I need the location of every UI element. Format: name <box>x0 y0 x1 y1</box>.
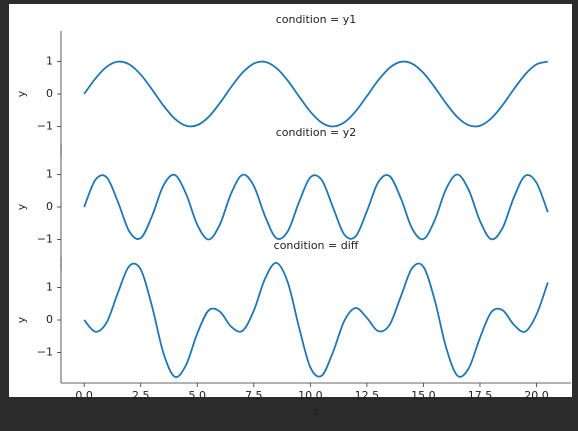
y-tick-label: 1 <box>46 168 53 181</box>
figure-background <box>9 4 572 397</box>
x-tick-label: 7.5 <box>245 389 263 402</box>
y-tick-label: 0 <box>46 87 53 100</box>
x-axis-label: x <box>313 405 320 418</box>
y-tick-label: 1 <box>46 281 53 294</box>
subplot-title: condition = diff <box>274 239 359 252</box>
x-tick-label: 2.5 <box>132 389 150 402</box>
x-tick-label: 15.0 <box>411 389 436 402</box>
y-tick-label: −1 <box>37 232 53 245</box>
x-tick-label: 5.0 <box>189 389 207 402</box>
subplot-title: condition = y1 <box>276 13 357 26</box>
x-tick-label: 20.0 <box>524 389 549 402</box>
x-tick-label: 12.5 <box>355 389 380 402</box>
y-axis-label: y <box>15 90 28 97</box>
subplot-title: condition = y2 <box>276 126 357 139</box>
y-axis-label: y <box>15 203 28 210</box>
y-tick-label: −1 <box>37 345 53 358</box>
y-tick-label: −1 <box>37 119 53 132</box>
y-tick-label: 0 <box>46 313 53 326</box>
x-tick-label: 17.5 <box>468 389 493 402</box>
y-tick-label: 0 <box>46 200 53 213</box>
x-tick-label: 10.0 <box>298 389 323 402</box>
data-line <box>83 173 549 241</box>
y-tick-label: 1 <box>46 55 53 68</box>
data-line <box>83 60 549 128</box>
x-tick-label: 0.0 <box>75 389 93 402</box>
data-line <box>83 261 549 378</box>
y-axis-label: y <box>15 316 28 323</box>
